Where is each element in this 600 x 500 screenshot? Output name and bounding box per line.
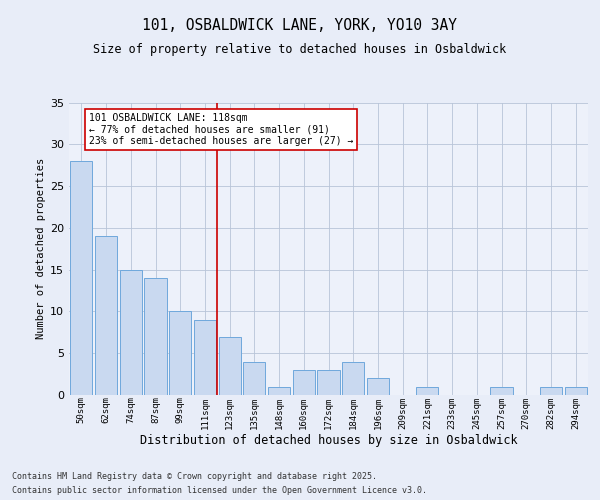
Text: Contains HM Land Registry data © Crown copyright and database right 2025.: Contains HM Land Registry data © Crown c… xyxy=(12,472,377,481)
Text: Contains public sector information licensed under the Open Government Licence v3: Contains public sector information licen… xyxy=(12,486,427,495)
Bar xyxy=(268,386,290,395)
Text: Size of property relative to detached houses in Osbaldwick: Size of property relative to detached ho… xyxy=(94,42,506,56)
Y-axis label: Number of detached properties: Number of detached properties xyxy=(36,158,46,340)
Bar xyxy=(243,362,265,395)
Text: 101, OSBALDWICK LANE, YORK, YO10 3AY: 101, OSBALDWICK LANE, YORK, YO10 3AY xyxy=(143,18,458,32)
Bar xyxy=(367,378,389,395)
Bar xyxy=(194,320,216,395)
Bar xyxy=(342,362,364,395)
Bar xyxy=(119,270,142,395)
Bar xyxy=(169,312,191,395)
Bar xyxy=(416,386,439,395)
Bar xyxy=(218,336,241,395)
Text: 101 OSBALDWICK LANE: 118sqm
← 77% of detached houses are smaller (91)
23% of sem: 101 OSBALDWICK LANE: 118sqm ← 77% of det… xyxy=(89,112,353,146)
X-axis label: Distribution of detached houses by size in Osbaldwick: Distribution of detached houses by size … xyxy=(140,434,517,447)
Bar xyxy=(565,386,587,395)
Bar xyxy=(540,386,562,395)
Bar xyxy=(70,161,92,395)
Bar xyxy=(490,386,512,395)
Bar xyxy=(95,236,117,395)
Bar xyxy=(293,370,315,395)
Bar xyxy=(145,278,167,395)
Bar xyxy=(317,370,340,395)
